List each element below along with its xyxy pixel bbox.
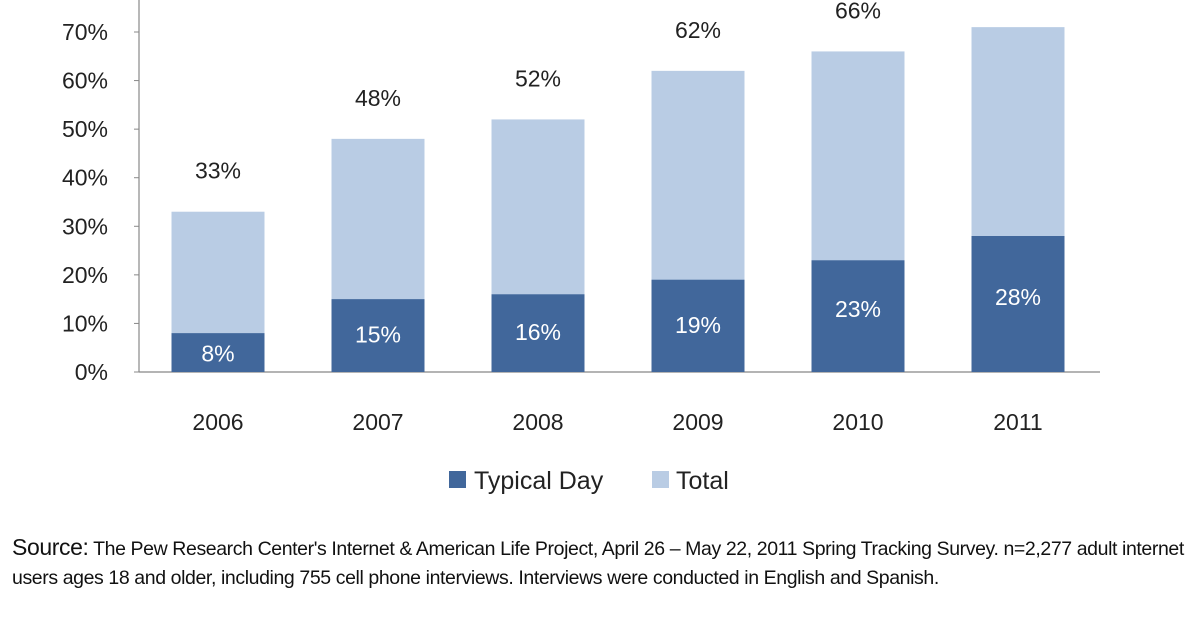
data-label-typical-day: 16%: [515, 319, 561, 345]
x-tick-label: 2011: [993, 409, 1042, 435]
y-tick-label: 30%: [62, 213, 108, 239]
data-label-typical-day: 23%: [835, 296, 881, 322]
data-label-total: 52%: [515, 65, 561, 91]
x-tick-label: 2008: [512, 409, 563, 435]
data-label-total: 48%: [355, 85, 401, 111]
legend-label-typical-day: Typical Day: [474, 467, 604, 495]
data-label-typical-day: 15%: [355, 322, 401, 348]
data-label-total: 62%: [675, 17, 721, 43]
x-tick-label: 2009: [672, 409, 723, 435]
data-label-total: 33%: [195, 158, 241, 184]
data-label-total: 66%: [835, 0, 881, 23]
x-tick-label: 2007: [352, 409, 403, 435]
y-tick-label: 60%: [62, 68, 108, 94]
source-text: The Pew Research Center's Internet & Ame…: [12, 538, 1184, 589]
data-label-typical-day: 8%: [201, 341, 234, 367]
y-tick-label: 40%: [62, 165, 108, 191]
x-tick-label: 2006: [192, 409, 243, 435]
y-tick-label: 20%: [62, 262, 108, 288]
legend-swatch-total: [652, 471, 669, 488]
source-label: Source:: [12, 534, 89, 560]
bar-typical-day: [491, 294, 585, 372]
legend-swatch-typical-day: [449, 471, 466, 488]
data-label-typical-day: 28%: [995, 284, 1041, 310]
x-tick-label: 2010: [832, 409, 883, 435]
source-note: Source: The Pew Research Center's Intern…: [12, 533, 1197, 593]
data-label-typical-day: 19%: [675, 312, 721, 338]
bar-typical-day: [331, 299, 425, 372]
bar-typical-day: [811, 260, 905, 372]
legend-label-total: Total: [676, 467, 729, 495]
y-tick-label: 10%: [62, 310, 108, 336]
y-tick-label: 70%: [62, 19, 108, 45]
bar-typical-day: [651, 279, 745, 372]
y-tick-label: 50%: [62, 116, 108, 142]
bar-typical-day: [971, 236, 1065, 372]
bar-typical-day: [171, 333, 265, 372]
y-tick-label: 0%: [75, 359, 108, 385]
